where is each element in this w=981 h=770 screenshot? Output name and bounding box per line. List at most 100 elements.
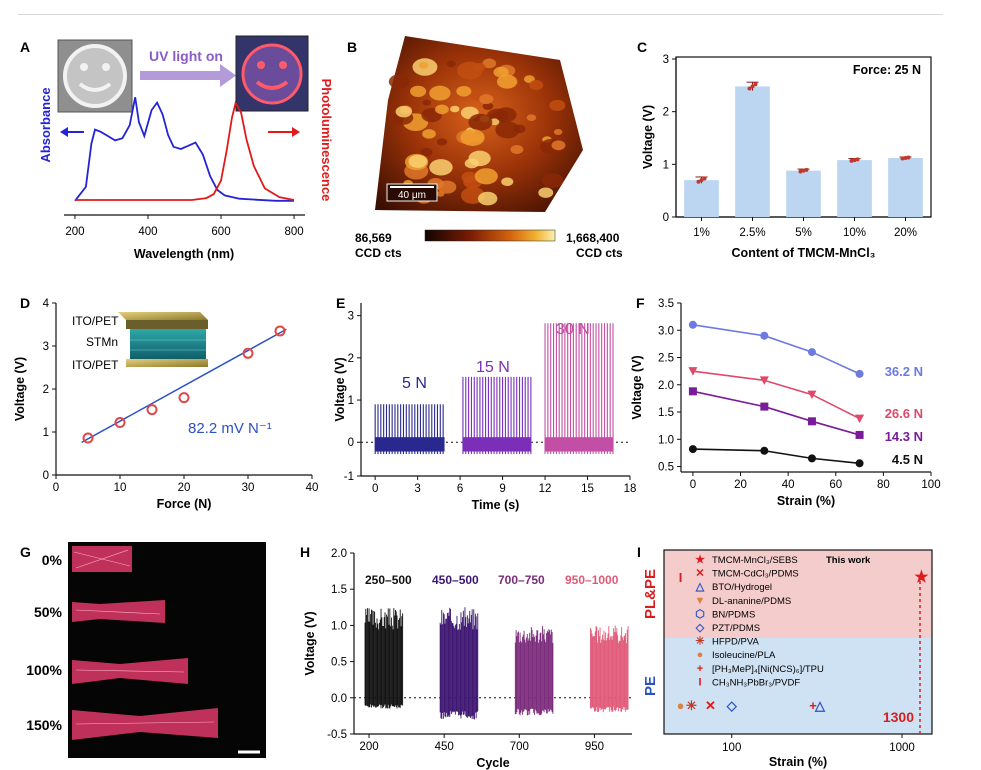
i-legend-symbol: I <box>698 676 701 688</box>
y-tick-label: 1.5 <box>658 407 674 419</box>
c-title: Force: 25 N <box>853 63 921 77</box>
afm-peak <box>479 94 494 105</box>
f-series-line <box>692 324 860 375</box>
x-tick-label: 40 <box>782 479 795 491</box>
strip-100 <box>72 658 188 684</box>
afm-peak <box>422 129 436 139</box>
i-data-point: + <box>809 698 817 713</box>
x-axis-label: Force (N) <box>157 497 212 511</box>
h-window-1 <box>439 607 479 720</box>
x-tick-label: 20 <box>178 482 191 494</box>
x-tick-label: 450 <box>435 741 454 753</box>
strip-0 <box>72 546 132 572</box>
x-tick-label: 0 <box>690 479 696 491</box>
x-tick-label: 0 <box>372 483 378 495</box>
colorbar <box>424 229 556 242</box>
afm-peak <box>474 168 498 185</box>
x-tick-label: 950 <box>585 741 604 753</box>
f-marker <box>688 445 697 454</box>
strain-label-100: 100% <box>26 662 62 678</box>
afm-peak <box>456 85 472 97</box>
i-legend-symbol: ⬡ <box>695 608 705 620</box>
afm-peak <box>553 129 563 136</box>
a-x-tick-label: 600 <box>211 226 230 238</box>
slope-annotation: 82.2 mV N⁻¹ <box>188 420 272 437</box>
afm-peak <box>495 107 517 123</box>
c-bar <box>735 86 770 218</box>
strain-label-0: 0% <box>42 552 63 568</box>
c-category-label: 1% <box>693 227 710 239</box>
this-work-label: This work <box>826 555 871 566</box>
i-legend-symbol: ▼ <box>695 595 706 607</box>
f-marker <box>688 320 697 329</box>
afm-peak <box>450 105 460 113</box>
f-marker <box>855 414 865 424</box>
strain-label-50: 50% <box>34 604 63 620</box>
a-x-label: Wavelength (nm) <box>134 247 234 261</box>
y-tick-label: 2 <box>663 107 669 119</box>
x-axis-label: Cycle <box>476 756 509 770</box>
photoluminescence-label: Photoluminescence <box>319 79 334 202</box>
a-x-tick-label: 200 <box>65 226 84 238</box>
f-marker <box>688 387 697 396</box>
afm-peak <box>418 61 429 69</box>
y-axis-label: Voltage (V) <box>630 355 644 419</box>
y-tick-label: 1 <box>663 159 669 171</box>
device-inset <box>118 312 208 367</box>
h-window-0 <box>364 608 404 709</box>
f-marker <box>760 402 769 411</box>
f-series-label: 26.6 N <box>885 406 923 421</box>
colorbar-max: 1,668,400 <box>566 231 620 245</box>
marker-1300-label: 1300 <box>883 709 914 725</box>
x-axis-label: Strain (%) <box>777 494 835 508</box>
afm-peak <box>541 172 564 188</box>
c-point <box>852 158 857 163</box>
f-series-line <box>692 448 860 465</box>
f-marker <box>759 376 769 385</box>
afm-peak <box>429 85 451 101</box>
afm-peak <box>410 85 427 97</box>
c-category-label: 2.5% <box>739 227 765 239</box>
panel-b: B 40 μm 86,569 CCD cts 1,668,400 CCD cts <box>347 36 623 260</box>
i-data-point: ✳ <box>686 698 697 713</box>
c-bar <box>888 158 923 217</box>
panel-g: G 0% 50% 100% 150% <box>20 542 266 758</box>
x-tick-label: 100 <box>921 479 940 491</box>
c-point <box>702 176 707 181</box>
x-tick-label: 40 <box>306 482 319 494</box>
colorbar-min: 86,569 <box>355 231 392 245</box>
panel-b-label: B <box>347 39 357 55</box>
y-axis-label: Voltage (V) <box>303 611 317 675</box>
panel-h: H 200 450 700 950 -0.5 0.0 0.5 1.0 1.5 2.0 Cycle Vo… <box>300 544 632 770</box>
y-tick-label: 1 <box>348 395 354 407</box>
a-x-tick-label: 400 <box>138 226 157 238</box>
region-pl-pe <box>664 550 932 638</box>
e-segment-1 <box>462 376 532 455</box>
panel-a: A UV light on Absorbance Photoluminescen… <box>20 35 334 261</box>
afm-peak <box>551 140 566 151</box>
y-axis-label: Voltage (V) <box>641 105 655 169</box>
afm-peak <box>549 99 566 112</box>
i-legend-symbol: ✕ <box>695 568 704 580</box>
y-tick-label: 0 <box>663 212 669 224</box>
i-legend-label: TMCM-MnCl₃/SEBS <box>712 555 798 566</box>
y-axis-label: Voltage (V) <box>333 357 347 421</box>
absorbance-arrow <box>60 127 84 137</box>
afm-peak <box>388 74 410 89</box>
f-marker <box>760 446 769 455</box>
y-tick-label: 1.0 <box>658 434 674 446</box>
region-top-label: PL&PE <box>642 569 659 619</box>
x-tick-label: 60 <box>829 479 842 491</box>
f-marker <box>807 348 816 357</box>
y-tick-label: 3.0 <box>658 325 674 337</box>
afm-peak <box>496 74 518 89</box>
e-segment-0 <box>374 404 445 455</box>
panel-g-label: G <box>20 544 31 560</box>
h-window-2 <box>514 626 554 716</box>
region-pe <box>664 638 932 734</box>
d-data-point <box>146 404 158 416</box>
window-label-1: 250–500 <box>365 573 412 587</box>
afm-peak <box>408 154 428 168</box>
panel-i-label: I <box>637 544 641 560</box>
